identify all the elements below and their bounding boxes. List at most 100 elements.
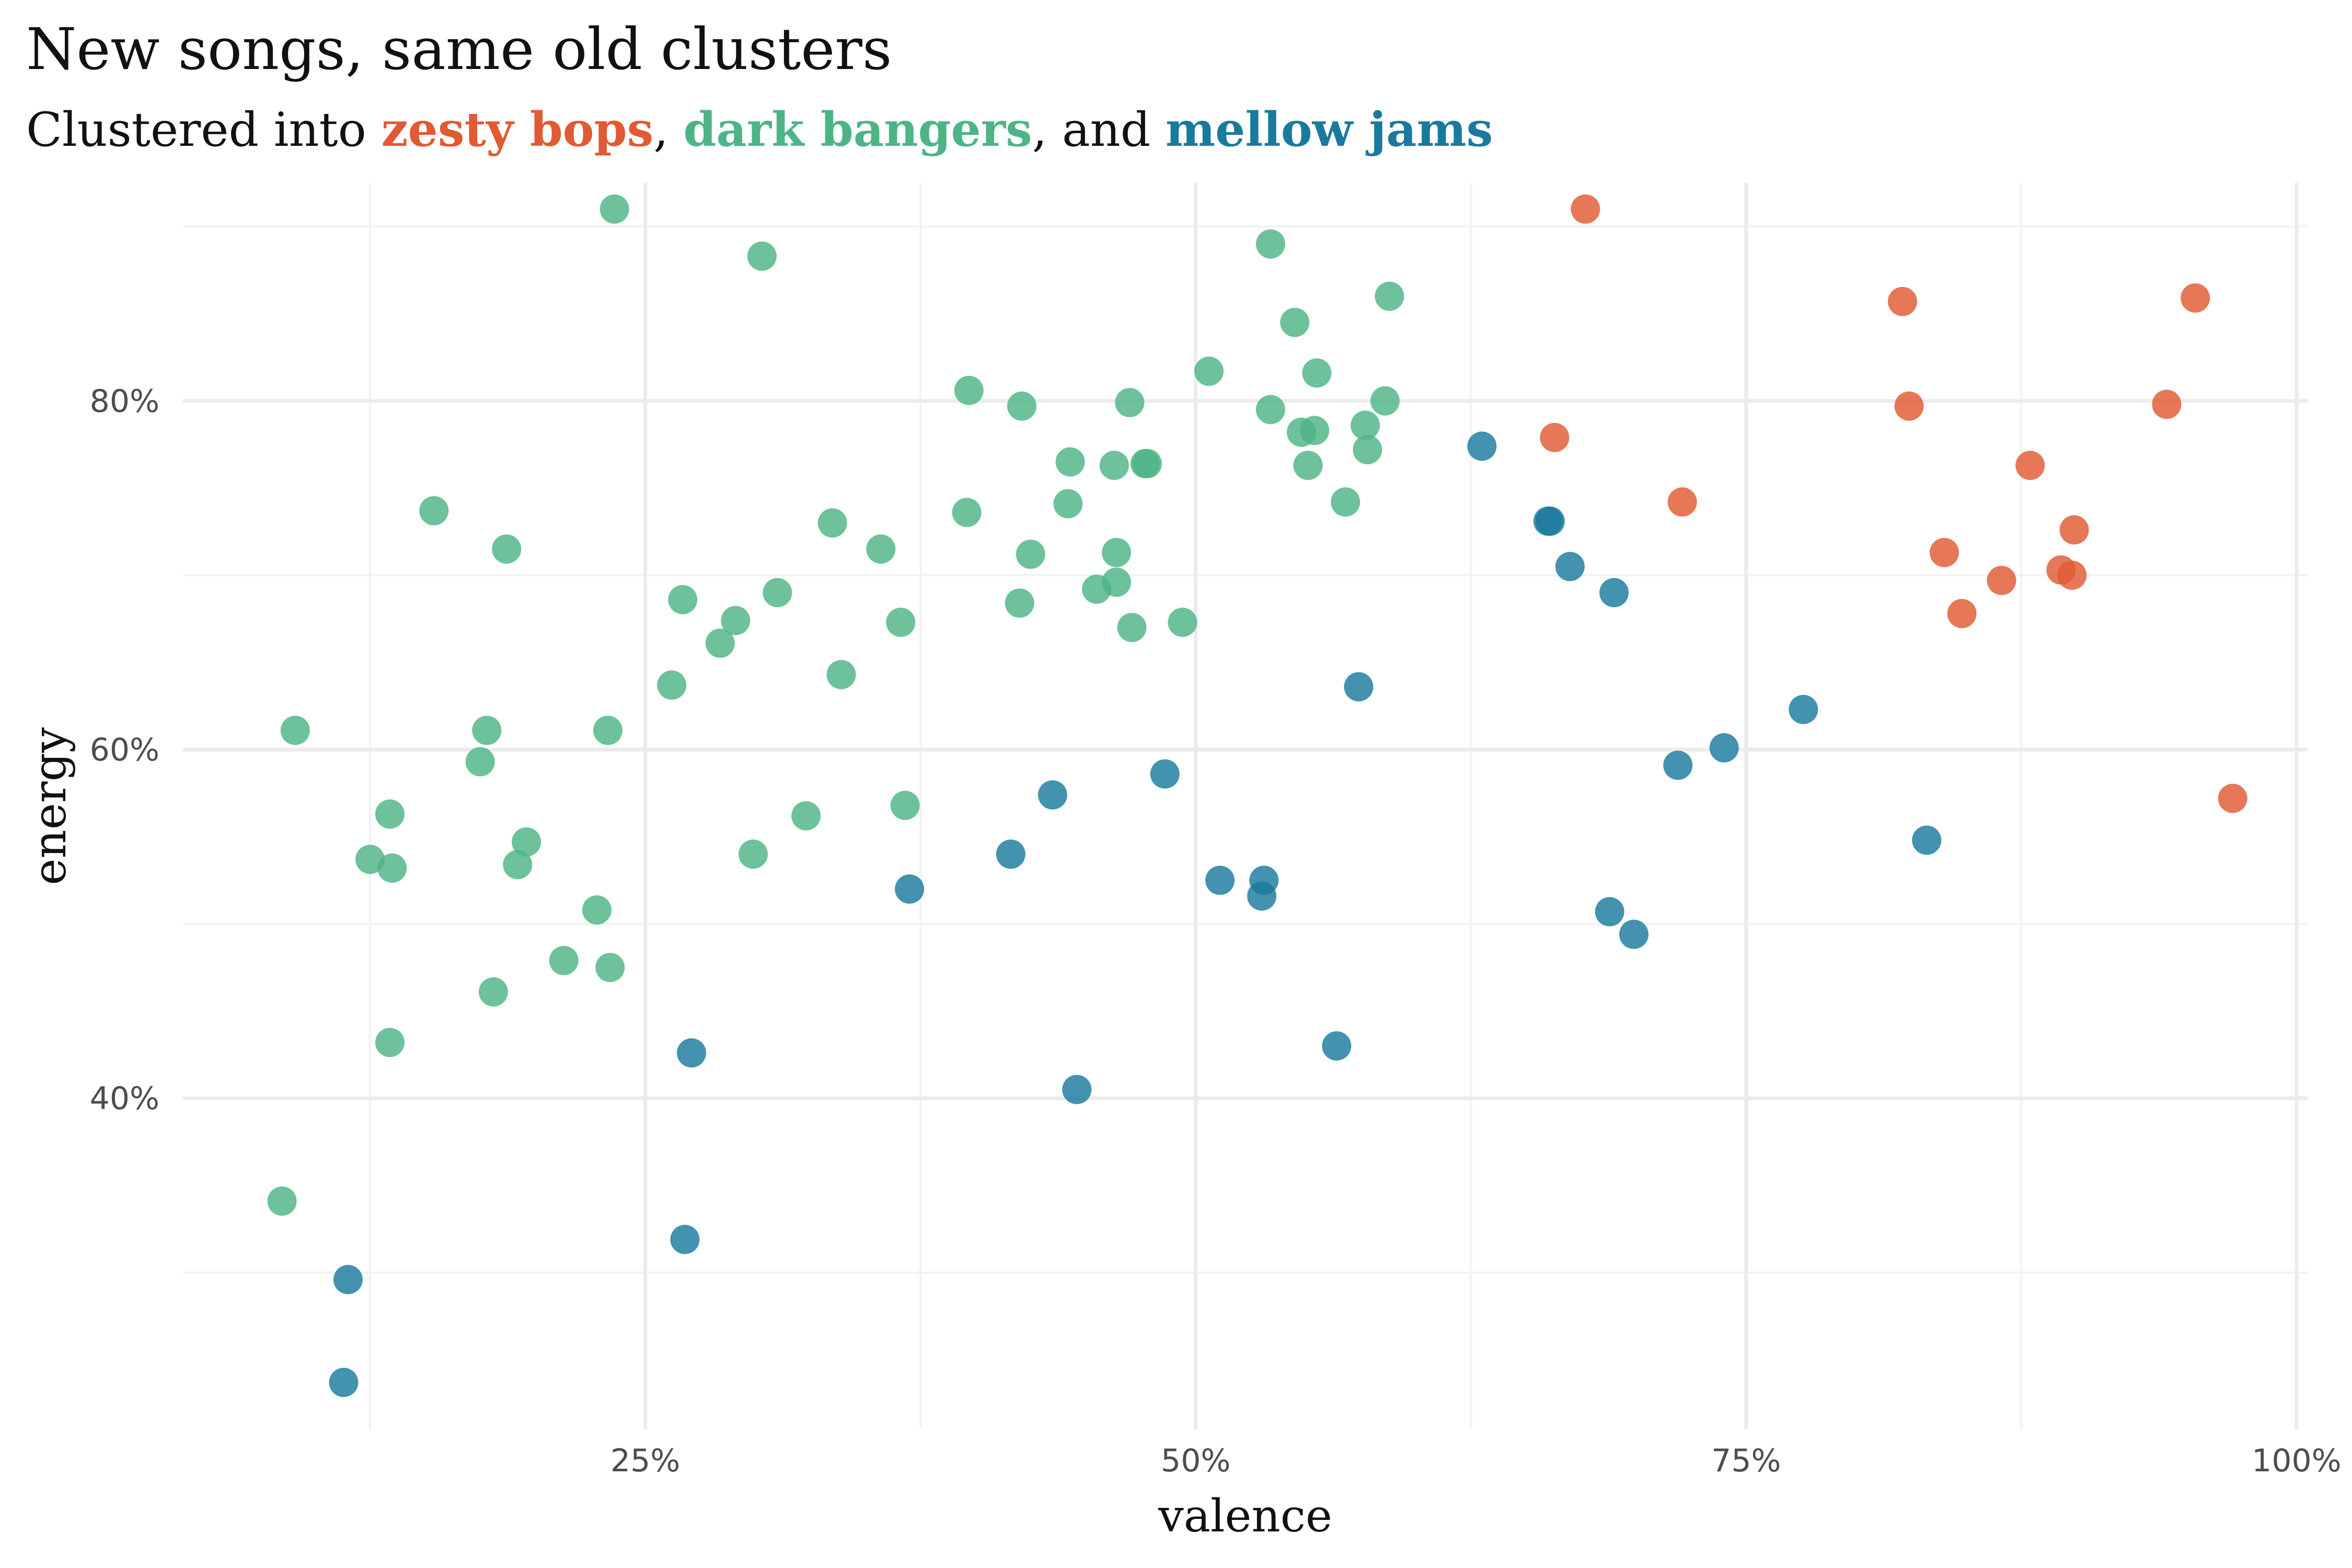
subtitle-mellow-label: mellow jams — [1165, 102, 1493, 157]
data-point-dark — [512, 827, 541, 857]
data-point-dark — [668, 585, 698, 615]
data-point-zesty — [2181, 283, 2210, 313]
data-point-zesty — [1929, 538, 1959, 568]
subtitle-text: , — [653, 102, 684, 157]
y-tick-label: 60% — [90, 732, 159, 768]
data-point-mellow — [1037, 780, 1067, 810]
data-point-dark — [1370, 386, 1400, 416]
data-point-dark — [1351, 410, 1380, 440]
series-dark — [267, 194, 1404, 1216]
data-point-dark — [1255, 229, 1285, 259]
data-point-zesty — [2057, 560, 2087, 590]
data-point-dark — [1293, 451, 1323, 480]
data-point-dark — [1302, 358, 1332, 388]
data-point-dark — [1255, 395, 1285, 424]
data-point-dark — [890, 790, 920, 820]
x-axis-title: valence — [1158, 1490, 1332, 1542]
data-point-dark — [419, 496, 449, 526]
data-point-dark — [582, 895, 612, 925]
chart-subtitle: Clustered into zesty bops, dark bangers,… — [26, 102, 1493, 157]
data-point-zesty — [1887, 286, 1917, 316]
series-mellow — [329, 431, 1942, 1397]
data-point-dark — [1005, 588, 1034, 618]
data-point-dark — [595, 953, 625, 983]
data-point-mellow — [895, 874, 925, 904]
data-point-dark — [817, 508, 847, 538]
subtitle-zesty-label: zesty bops — [381, 102, 654, 157]
data-point-dark — [1053, 489, 1083, 518]
data-point-dark — [1102, 538, 1132, 568]
data-point-dark — [657, 670, 687, 700]
x-tick-label: 75% — [1711, 1443, 1781, 1479]
data-point-mellow — [1912, 825, 1942, 855]
data-point-dark — [1007, 391, 1036, 421]
data-points — [267, 194, 2247, 1397]
data-point-mellow — [333, 1265, 363, 1295]
data-point-dark — [826, 660, 856, 689]
data-point-mellow — [1599, 578, 1629, 607]
data-point-dark — [267, 1186, 297, 1216]
data-point-mellow — [1467, 431, 1497, 461]
data-point-mellow — [1150, 759, 1180, 789]
data-point-dark — [1099, 451, 1129, 480]
axes: 25% 50% 75% 100% 40% 60% 80% valence energy — [24, 383, 2342, 1542]
data-point-zesty — [1571, 194, 1600, 224]
data-point-zesty — [1540, 423, 1570, 453]
data-point-mellow — [996, 839, 1025, 869]
data-point-mellow — [1555, 551, 1585, 581]
data-point-dark — [1280, 307, 1310, 337]
x-tick-label: 100% — [2252, 1443, 2342, 1479]
data-point-zesty — [2059, 515, 2089, 545]
y-axis-title: energy — [24, 727, 76, 885]
data-point-mellow — [677, 1038, 707, 1068]
subtitle-text: , and — [1032, 102, 1166, 157]
data-point-dark — [599, 194, 629, 224]
data-point-dark — [886, 607, 916, 637]
data-point-dark — [1055, 447, 1085, 477]
data-point-dark — [1375, 281, 1404, 311]
data-point-dark — [721, 606, 751, 636]
data-point-zesty — [1667, 487, 1697, 517]
data-point-dark — [954, 375, 984, 405]
data-point-mellow — [1535, 506, 1565, 536]
data-point-dark — [1016, 539, 1045, 569]
data-point-dark — [472, 716, 502, 745]
data-point-mellow — [1062, 1075, 1092, 1104]
data-point-dark — [791, 801, 821, 831]
data-point-mellow — [1619, 919, 1648, 949]
grid-lines — [183, 183, 2308, 1429]
data-point-dark — [1300, 416, 1330, 445]
data-point-dark — [1194, 356, 1224, 386]
data-point-dark — [1353, 435, 1382, 465]
y-tick-label: 40% — [90, 1080, 159, 1117]
data-point-dark — [355, 845, 385, 874]
x-tick-label: 50% — [1161, 1443, 1230, 1479]
data-point-mellow — [1663, 751, 1693, 780]
subtitle-text: Clustered into — [26, 102, 382, 157]
data-point-dark — [375, 1028, 405, 1057]
data-point-zesty — [1894, 391, 1924, 421]
data-point-zesty — [1947, 598, 1977, 628]
data-point-dark — [739, 839, 768, 869]
x-tick-label: 25% — [610, 1443, 680, 1479]
data-point-dark — [503, 850, 533, 880]
data-point-dark — [465, 747, 495, 777]
data-point-dark — [375, 799, 405, 829]
data-point-dark — [1117, 613, 1147, 642]
data-point-mellow — [1709, 733, 1739, 763]
data-point-dark — [593, 716, 622, 745]
data-point-zesty — [2218, 783, 2247, 813]
data-point-dark — [478, 977, 508, 1007]
subtitle-dark-label: dark bangers — [683, 102, 1032, 157]
data-point-mellow — [670, 1225, 700, 1254]
data-point-dark — [1331, 487, 1361, 517]
data-point-dark — [747, 241, 777, 271]
data-point-dark — [866, 534, 896, 564]
data-point-dark — [492, 534, 522, 564]
data-point-dark — [280, 716, 310, 745]
data-point-dark — [549, 946, 579, 975]
data-point-mellow — [1247, 881, 1277, 911]
y-tick-label: 80% — [90, 383, 159, 420]
data-point-zesty — [2015, 451, 2045, 480]
